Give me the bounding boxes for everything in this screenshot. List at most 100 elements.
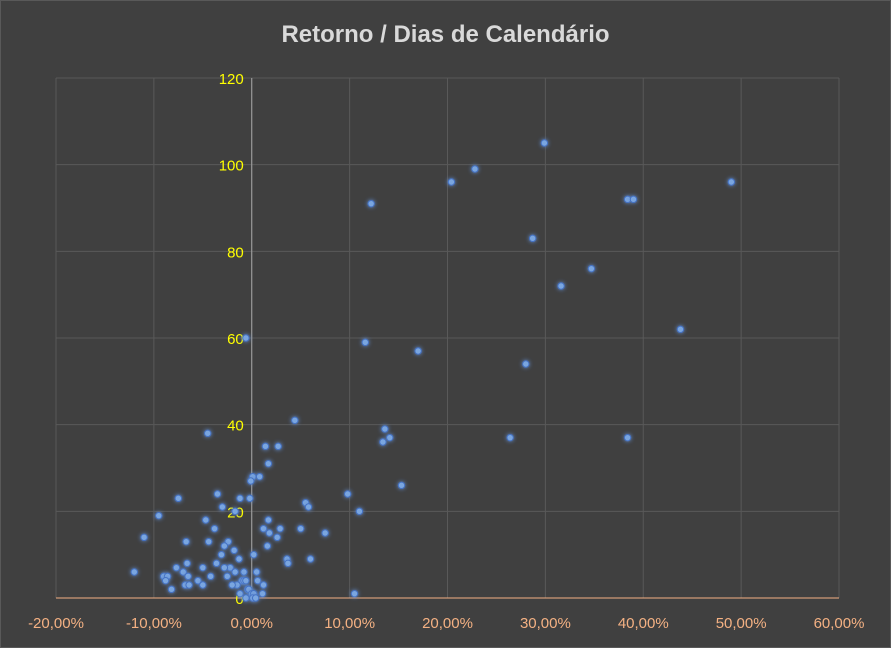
data-point [242, 576, 250, 585]
data-point [255, 472, 264, 481]
data-point [199, 581, 207, 589]
data-points [130, 139, 736, 602]
x-tick-label: 30,00% [520, 615, 571, 632]
data-point [247, 477, 255, 485]
data-point [204, 429, 212, 438]
data-point [184, 572, 192, 581]
data-point [252, 568, 261, 576]
data-point [130, 568, 139, 576]
x-tick-label: 40,00% [618, 615, 669, 632]
data-point [587, 264, 596, 273]
data-point [623, 433, 632, 442]
data-point [264, 516, 273, 524]
data-point [291, 416, 299, 425]
data-point [251, 594, 260, 602]
tick-labels: -20,00% -10,00% 0,00% 10,00% 20,00% 30,00% 40,… [28, 71, 864, 632]
data-point [414, 347, 422, 355]
data-point [367, 199, 375, 208]
data-point [447, 178, 456, 186]
data-point [217, 550, 226, 559]
data-point [250, 550, 258, 559]
data-point [179, 568, 187, 576]
data-point [242, 334, 250, 342]
data-point [506, 433, 514, 442]
data-point [231, 568, 239, 576]
data-point [213, 490, 222, 498]
data-point [228, 581, 236, 589]
data-point [343, 490, 352, 498]
data-point [321, 529, 329, 537]
data-point [231, 507, 239, 516]
data-point [246, 494, 254, 503]
data-point [185, 581, 193, 589]
data-point [259, 581, 268, 589]
data-point [183, 559, 191, 568]
data-point [161, 576, 170, 585]
data-point [265, 529, 274, 537]
data-point [397, 481, 406, 490]
data-point [204, 537, 213, 546]
data-point [194, 576, 202, 585]
data-point [140, 533, 148, 542]
y-tick-label: 80 [227, 244, 244, 261]
data-point [236, 494, 244, 503]
data-point [218, 503, 227, 511]
y-tick-label: 0 [235, 591, 243, 608]
data-point [676, 325, 685, 334]
data-point [355, 507, 364, 516]
data-point [242, 594, 250, 602]
data-point [379, 438, 387, 446]
data-point [274, 442, 282, 451]
data-point [202, 516, 210, 524]
data-point [264, 459, 273, 468]
data-point [220, 542, 229, 550]
data-point [174, 494, 183, 503]
data-point [212, 559, 221, 568]
data-point [304, 503, 313, 511]
x-tick-label: 10,00% [324, 615, 375, 632]
data-point [296, 524, 305, 533]
data-point [361, 338, 369, 347]
x-tick-label: 20,00% [422, 615, 473, 632]
data-point [522, 360, 530, 368]
data-point [350, 589, 359, 598]
grid-lines [55, 77, 840, 599]
data-point [240, 568, 248, 576]
chart-title: Retorno / Dias de Calendário [281, 21, 610, 48]
data-point [258, 589, 267, 598]
data-point [528, 234, 537, 243]
data-point [230, 546, 238, 555]
data-point [199, 563, 207, 572]
data-point [386, 433, 394, 442]
data-point [306, 555, 315, 563]
data-point [253, 576, 262, 585]
data-point [261, 442, 270, 451]
data-point [273, 533, 281, 542]
x-tick-label: -20,00% [28, 615, 84, 632]
data-point [172, 563, 181, 572]
x-tick-label: 60,00% [814, 615, 865, 632]
data-point [236, 589, 244, 598]
data-point [727, 178, 736, 186]
data-point [206, 572, 215, 581]
data-point [259, 524, 268, 533]
axes [56, 78, 839, 599]
data-point [557, 282, 565, 290]
y-tick-label: 60 [227, 331, 244, 348]
x-tick-label: 50,00% [716, 615, 767, 632]
data-point [276, 524, 284, 533]
data-point [263, 542, 272, 550]
data-point [381, 425, 389, 433]
data-point [235, 555, 243, 563]
data-point [210, 524, 219, 533]
data-point [223, 572, 231, 581]
y-tick-label: 40 [227, 418, 244, 435]
y-tick-label: 100 [219, 158, 244, 175]
x-tick-label: -10,00% [126, 615, 182, 632]
data-point [629, 195, 638, 204]
data-point [220, 563, 229, 572]
data-point [167, 585, 176, 594]
data-point [284, 559, 292, 568]
